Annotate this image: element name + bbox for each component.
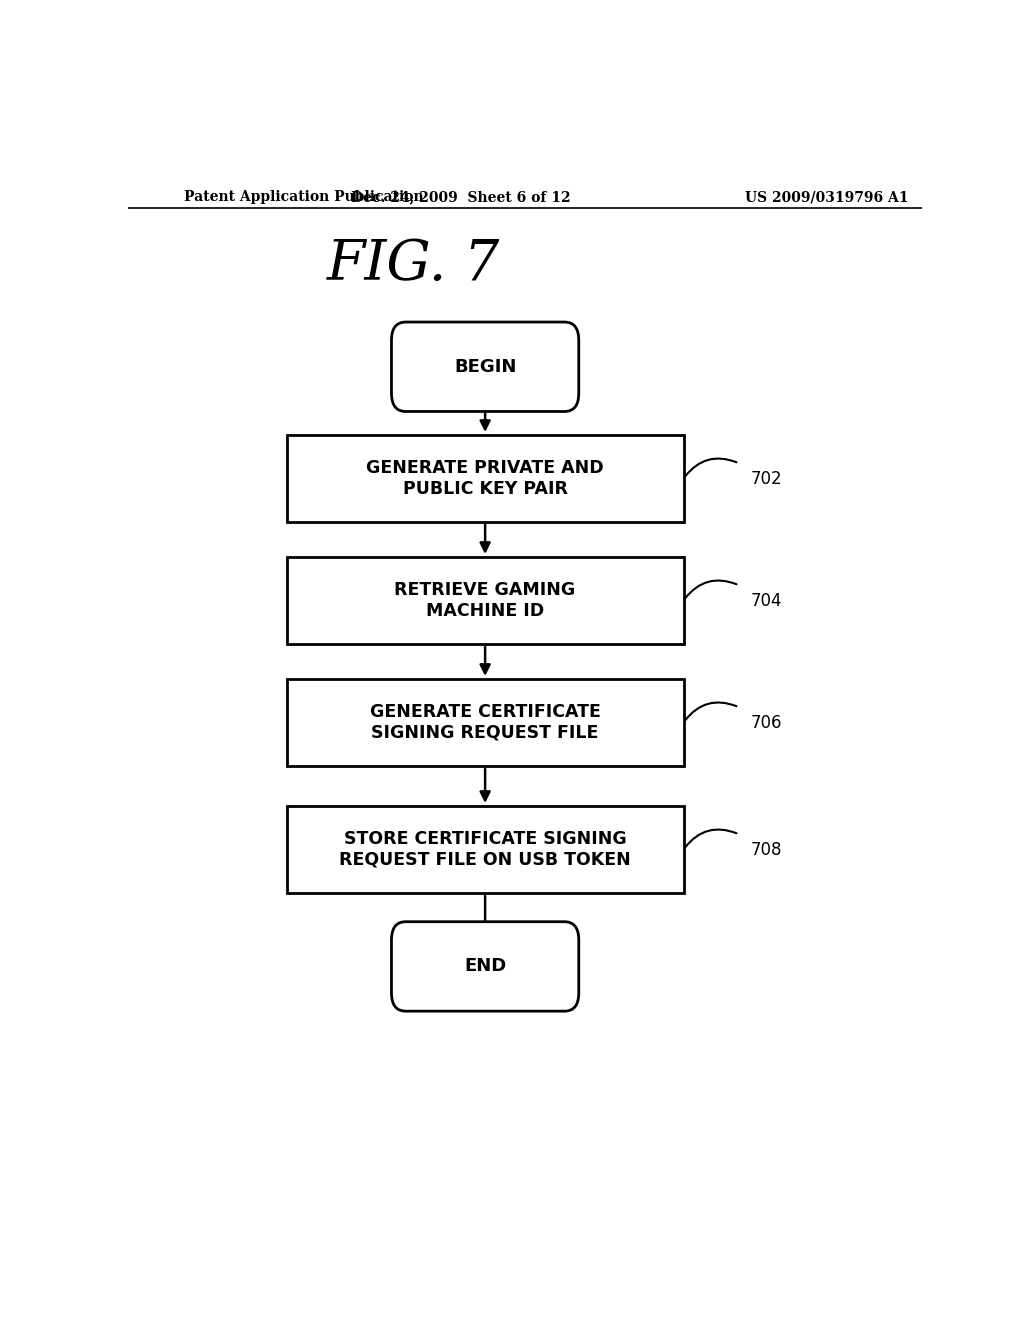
Text: 706: 706 [751,714,782,731]
Text: 704: 704 [751,591,782,610]
Text: GENERATE CERTIFICATE
SIGNING REQUEST FILE: GENERATE CERTIFICATE SIGNING REQUEST FIL… [370,704,600,742]
FancyBboxPatch shape [391,322,579,412]
Text: END: END [464,957,506,975]
FancyBboxPatch shape [287,807,684,892]
Text: US 2009/0319796 A1: US 2009/0319796 A1 [744,190,908,205]
Text: 708: 708 [751,841,782,858]
FancyBboxPatch shape [287,557,684,644]
Text: Patent Application Publication: Patent Application Publication [183,190,423,205]
Text: BEGIN: BEGIN [454,358,516,376]
Text: 702: 702 [751,470,782,487]
Text: GENERATE PRIVATE AND
PUBLIC KEY PAIR: GENERATE PRIVATE AND PUBLIC KEY PAIR [367,459,604,498]
Text: RETRIEVE GAMING
MACHINE ID: RETRIEVE GAMING MACHINE ID [394,581,575,620]
Text: FIG. 7: FIG. 7 [327,238,501,293]
Text: STORE CERTIFICATE SIGNING
REQUEST FILE ON USB TOKEN: STORE CERTIFICATE SIGNING REQUEST FILE O… [339,830,631,869]
FancyBboxPatch shape [391,921,579,1011]
Text: Dec. 24, 2009  Sheet 6 of 12: Dec. 24, 2009 Sheet 6 of 12 [351,190,571,205]
FancyBboxPatch shape [287,680,684,766]
FancyBboxPatch shape [287,436,684,521]
